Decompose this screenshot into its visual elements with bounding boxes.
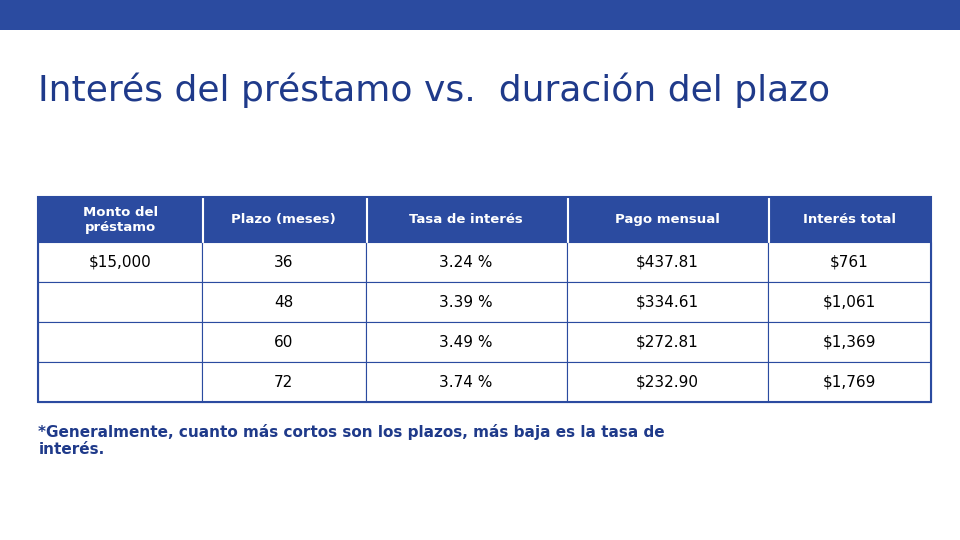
Text: 36: 36: [274, 255, 294, 270]
Text: $761: $761: [830, 255, 869, 270]
Text: *Generalmente, cuanto más cortos son los plazos, más baja es la tasa de
interés.: *Generalmente, cuanto más cortos son los…: [38, 424, 665, 457]
Text: 72: 72: [275, 375, 294, 390]
Text: $334.61: $334.61: [636, 295, 699, 310]
Text: 3.39 %: 3.39 %: [440, 295, 492, 310]
Text: Interés total: Interés total: [803, 213, 896, 226]
Text: $1,369: $1,369: [823, 335, 876, 350]
Text: 48: 48: [275, 295, 294, 310]
Text: $272.81: $272.81: [636, 335, 699, 350]
Text: Interés del préstamo vs.  duración del plazo: Interés del préstamo vs. duración del pl…: [38, 73, 830, 109]
Text: $232.90: $232.90: [636, 375, 699, 390]
Text: $15,000: $15,000: [89, 255, 152, 270]
Text: 3.74 %: 3.74 %: [440, 375, 492, 390]
Text: 60: 60: [275, 335, 294, 350]
Text: 3.24 %: 3.24 %: [440, 255, 492, 270]
Text: $1,769: $1,769: [823, 375, 876, 390]
Text: $437.81: $437.81: [636, 255, 699, 270]
Text: Pago mensual: Pago mensual: [614, 213, 720, 226]
Text: Plazo (meses): Plazo (meses): [231, 213, 336, 226]
Text: $1,061: $1,061: [823, 295, 876, 310]
Text: Tasa de interés: Tasa de interés: [409, 213, 523, 226]
Text: Monto del
préstamo: Monto del préstamo: [83, 206, 157, 234]
Text: 3.49 %: 3.49 %: [440, 335, 492, 350]
